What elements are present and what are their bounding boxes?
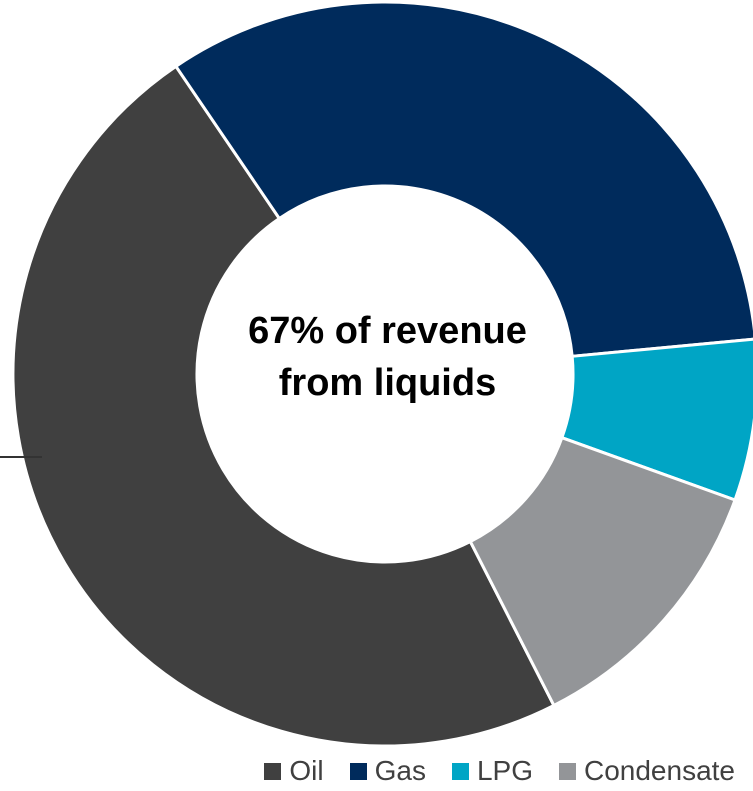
slice-condensate <box>468 435 737 708</box>
legend-item-gas: Gas <box>349 755 426 787</box>
legend-item-oil: Oil <box>264 755 324 787</box>
legend-swatch-oil <box>264 762 282 780</box>
legend-item-condensate: Condensate <box>558 755 735 787</box>
legend-swatch-gas <box>349 762 367 780</box>
legend-label-oil: Oil <box>289 755 324 786</box>
legend-swatch-lpg <box>451 762 469 780</box>
legend-item-lpg: LPG <box>451 755 533 787</box>
center-label-line-2: from liquids <box>278 362 497 404</box>
legend-label-gas: Gas <box>374 755 426 786</box>
slice-oil <box>11 64 556 748</box>
legend-label-condensate: Condensate <box>583 755 735 786</box>
slice-gas <box>173 0 753 358</box>
center-label: 67% of revenue from liquids <box>200 305 575 409</box>
center-label-line-1: 67% of revenue <box>248 310 527 352</box>
leader-line <box>0 456 42 458</box>
legend-swatch-condensate <box>558 762 576 780</box>
legend-label-lpg: LPG <box>476 755 533 786</box>
legend: Oil Gas LPG Condensate <box>0 754 753 788</box>
